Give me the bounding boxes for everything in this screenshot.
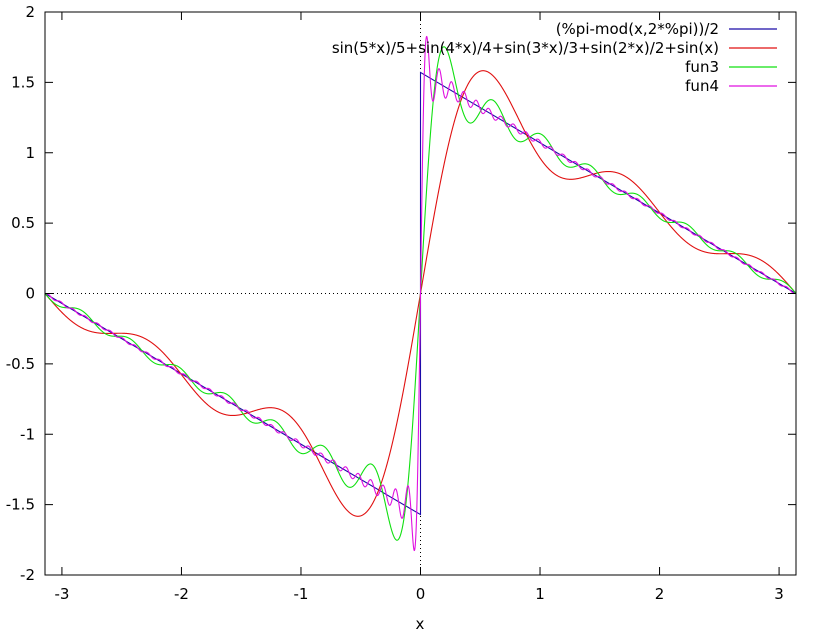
y-tick-label: -0.5 xyxy=(6,355,35,373)
y-tick-label: -1 xyxy=(20,425,35,443)
y-tick-label: 0.5 xyxy=(11,214,35,232)
x-tick-label: 0 xyxy=(416,585,426,603)
tick-labels: -3 -2 -1 0 1 2 3 -2 -1.5 -1 -0.5 0 0.5 1 1.5 2 xyxy=(6,3,784,603)
legend-label: sin(5*x)/5+sin(4*x)/4+sin(3*x)/3+sin(2*x… xyxy=(332,39,719,57)
series-layer xyxy=(44,35,797,552)
x-tick-label: 3 xyxy=(774,585,784,603)
legend-label: fun4 xyxy=(685,77,719,95)
x-tick-label: 1 xyxy=(535,585,545,603)
legend: (%pi-mod(x,2*%pi))/2sin(5*x)/5+sin(4*x)/… xyxy=(332,20,777,95)
ticks xyxy=(45,11,796,576)
series-line-4 xyxy=(45,35,796,552)
x-axis-label: x xyxy=(416,615,425,633)
y-tick-label: 0 xyxy=(25,285,35,303)
x-tick-label: -3 xyxy=(54,585,69,603)
x-tick-label: -2 xyxy=(174,585,189,603)
y-tick-label: -1.5 xyxy=(6,496,35,514)
y-tick-label: 1.5 xyxy=(11,73,35,91)
y-tick-label: 1 xyxy=(25,144,35,162)
x-tick-label: 2 xyxy=(655,585,665,603)
x-tick-label: -1 xyxy=(293,585,308,603)
y-tick-label: -2 xyxy=(20,566,35,584)
y-tick-label: 2 xyxy=(25,3,35,21)
legend-label: (%pi-mod(x,2*%pi))/2 xyxy=(556,20,719,38)
legend-label: fun3 xyxy=(685,58,719,76)
